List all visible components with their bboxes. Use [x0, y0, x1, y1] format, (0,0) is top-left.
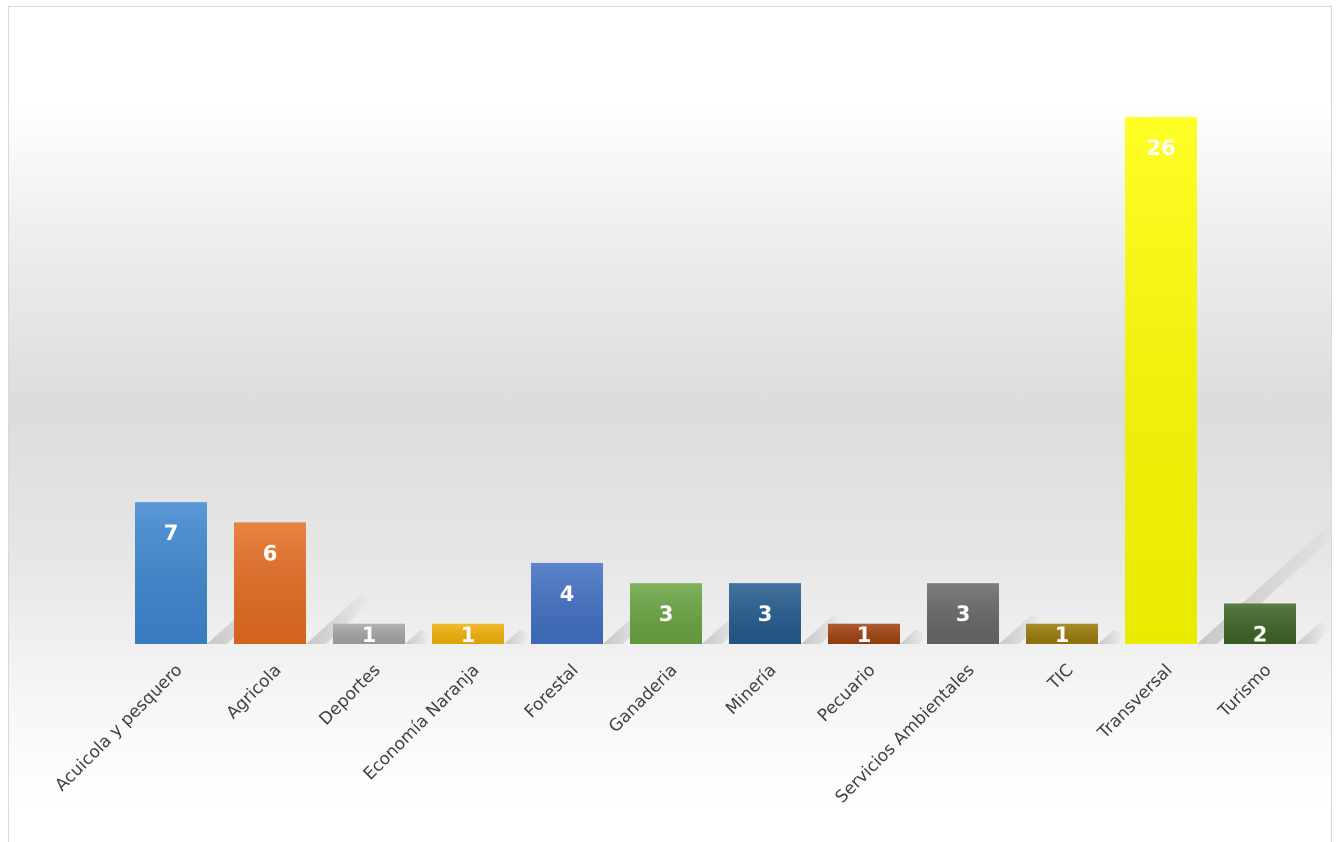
category-label: Agricola [223, 660, 286, 723]
bar-shading [1125, 117, 1197, 644]
data-label: 6 [263, 541, 278, 565]
category-labels: Acuicola y pesquero Agricola DeportesEcono… [51, 660, 1275, 807]
data-label: 3 [758, 602, 773, 626]
data-label: 3 [956, 602, 971, 626]
bar-shading [1224, 603, 1296, 644]
data-label: 1 [1055, 623, 1070, 647]
category-label: Deportes [315, 660, 384, 729]
data-label: 2 [1253, 622, 1268, 646]
category-label: Transversal [1093, 660, 1176, 743]
bar-shading [1026, 623, 1098, 644]
category-label: Pecuario [814, 660, 880, 726]
data-labels: 7 6 1 1 4 3 3 1 3 1 26 2 [164, 136, 1268, 647]
bar-shading [234, 522, 306, 644]
bar-shading [729, 583, 801, 644]
category-label: TIC [1043, 660, 1077, 694]
data-label: 26 [1146, 136, 1175, 160]
bar-shadow [1296, 622, 1331, 644]
category-label: Minería [722, 660, 781, 719]
bar-chart: 7 6 1 1 4 3 3 1 3 1 26 2 Acuicola y pesquero Agricol… [51, 117, 1331, 807]
data-label: 7 [164, 521, 179, 545]
bar-shadow [900, 629, 927, 644]
category-label: Acuicola y pesquero [51, 660, 186, 795]
bar-shading [135, 502, 207, 644]
chart-frame: 7 6 1 1 4 3 3 1 3 1 26 2 Acuicola y pesquero Agricol… [8, 6, 1332, 842]
data-label: 3 [659, 602, 674, 626]
bar-shadow [1098, 629, 1125, 644]
bar-shading [432, 623, 504, 644]
data-label: 1 [362, 623, 377, 647]
bar-shadow [504, 629, 531, 644]
category-label: Forestal [521, 660, 583, 722]
bar-shadow [1197, 523, 1331, 644]
bar-shading [630, 583, 702, 644]
category-label: Turismo [1214, 660, 1276, 722]
data-label: 1 [857, 623, 872, 647]
bars [135, 117, 1296, 644]
data-label: 1 [461, 623, 476, 647]
bar-shadow [405, 629, 432, 644]
bar-shading [531, 562, 603, 644]
bar-shadow [999, 614, 1042, 644]
bar-shading [927, 583, 999, 644]
bar-shadow [801, 614, 844, 644]
data-label: 4 [560, 582, 575, 606]
bar-shadow [306, 593, 373, 644]
category-label: Ganaderia [605, 660, 681, 736]
bar-shading [828, 623, 900, 644]
bar-shading [333, 623, 405, 644]
